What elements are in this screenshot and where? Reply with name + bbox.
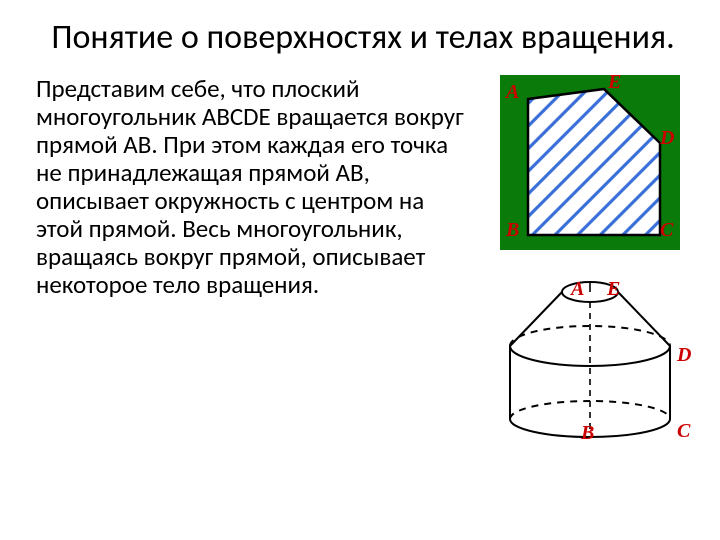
label-D: D xyxy=(660,127,674,150)
content-row: Представим себе, что плоский многоугольн… xyxy=(36,75,690,444)
polygon-svg xyxy=(500,75,680,250)
label2-B: B xyxy=(581,422,594,445)
label-E: E xyxy=(608,71,621,94)
figure-polygon: A E D B C xyxy=(500,75,680,250)
label2-D: D xyxy=(677,344,691,367)
body-text: Представим себе, что плоский многоугольн… xyxy=(36,75,476,444)
figures-column: A E D B C xyxy=(490,75,690,444)
label2-E: E xyxy=(607,278,620,301)
revolution-svg xyxy=(485,264,695,444)
label2-A: A xyxy=(571,278,584,301)
label-C: C xyxy=(660,219,673,242)
figure-revolution: A E D B C xyxy=(485,264,695,444)
label2-C: C xyxy=(677,420,690,443)
page-title: Понятие о поверхностях и телах вращения. xyxy=(36,18,690,57)
label-B: B xyxy=(506,219,519,242)
label-A: A xyxy=(506,81,519,104)
